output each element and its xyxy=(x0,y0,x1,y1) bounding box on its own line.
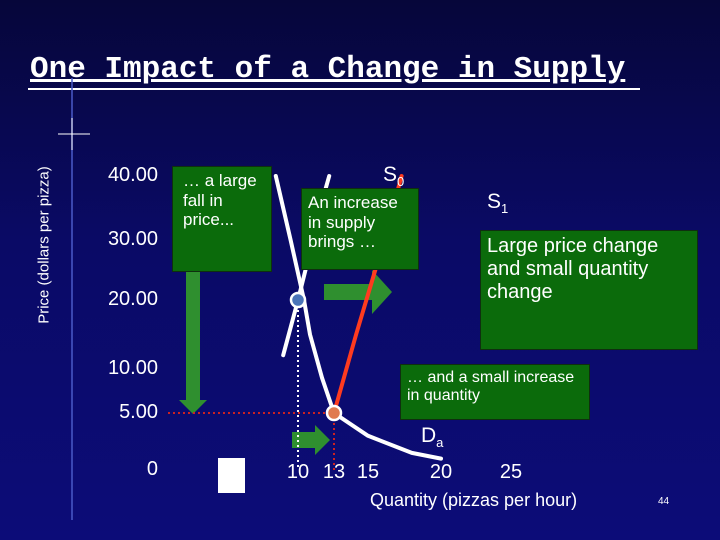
decoration xyxy=(28,78,640,520)
y-axis-label: Price (dollars per pizza) xyxy=(35,166,53,324)
curve-label-da: Da xyxy=(421,424,444,451)
right-arrow-upper xyxy=(324,270,392,314)
x-tick-label: 10 xyxy=(286,461,310,483)
curve-label-s1: S1 xyxy=(487,190,509,217)
y-tick-label: 10.00 xyxy=(107,357,158,379)
curve-label-s0: S0 xyxy=(383,163,405,190)
equilibrium-point xyxy=(325,404,343,422)
y-tick-label: 20.00 xyxy=(107,288,158,310)
x-tick-label: 25 xyxy=(499,461,523,483)
y-tick-label: 0 xyxy=(146,458,158,480)
dotted-guides xyxy=(168,300,335,470)
white-box xyxy=(218,458,245,493)
annotation-increase: An increase in supply brings … xyxy=(301,188,419,270)
y-tick-label: 5.00 xyxy=(119,401,158,423)
annotation-fall: … a large fall in price... xyxy=(172,166,272,272)
slide-title: One Impact of a Change in Supply xyxy=(30,52,626,87)
right-arrow-lower xyxy=(292,425,330,455)
y-tick-label: 30.00 xyxy=(107,228,158,250)
x-axis-label: Quantity (pizzas per hour) xyxy=(370,490,578,510)
equilibrium-points xyxy=(289,291,343,422)
y-tick-label: 40.00 xyxy=(107,164,158,186)
curve-da xyxy=(273,174,443,461)
annotation-small-increase: … and a small increase in quantity xyxy=(400,364,590,420)
annotation-large-change: Large price change and small quantity ch… xyxy=(480,230,698,350)
x-tick-label: 15 xyxy=(356,461,380,483)
page-number: 44 xyxy=(658,496,670,507)
x-tick-label: 20 xyxy=(429,461,453,483)
x-tick-label: 13 xyxy=(322,461,346,483)
arrows xyxy=(179,245,392,455)
down-arrow xyxy=(179,245,207,414)
equilibrium-point xyxy=(289,291,307,309)
